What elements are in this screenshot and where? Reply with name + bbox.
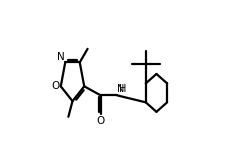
Text: H: H xyxy=(119,84,127,94)
Text: N: N xyxy=(117,84,125,94)
Text: N: N xyxy=(57,52,65,62)
Text: O: O xyxy=(97,116,105,126)
Text: O: O xyxy=(51,81,59,91)
